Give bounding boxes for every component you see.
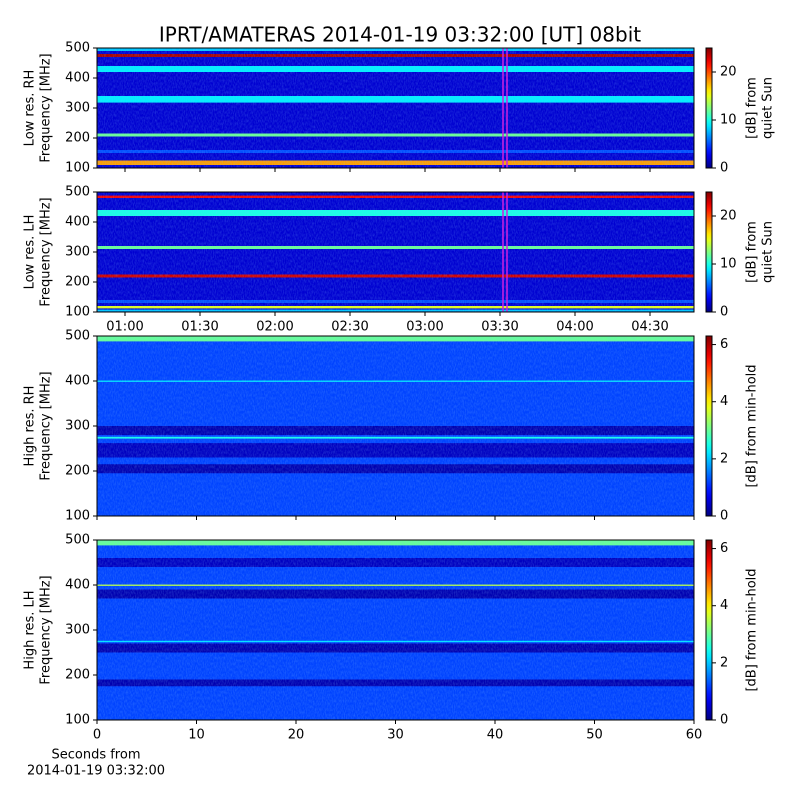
chart-title: IPRT/AMATERAS 2014-01-19 03:32:00 [UT] 0… xyxy=(159,23,641,47)
y-axis-label: Frequency [MHz] xyxy=(39,371,54,480)
noise xyxy=(97,48,694,168)
colorbar xyxy=(705,539,713,721)
colorbar-label: [dB] from xyxy=(745,221,760,283)
colorbar-tick-label: 6 xyxy=(720,337,728,352)
colorbar-label: quiet Sun xyxy=(761,77,776,139)
y-axis-label: Frequency [MHz] xyxy=(39,575,54,684)
y-axis-label: Frequency [MHz] xyxy=(39,197,54,306)
colorbar-label: [dB] from min-hold xyxy=(745,568,760,691)
x-tick-label: 40 xyxy=(487,728,504,743)
colorbar-tick-label: 20 xyxy=(720,209,737,224)
x-axis-label: 2014-01-19 03:32:00 xyxy=(27,764,165,779)
x-tick-label: 10 xyxy=(188,728,205,743)
y-tick-label: 300 xyxy=(65,101,90,116)
x-tick-label: 0 xyxy=(93,728,101,743)
x-tick-label: 02:30 xyxy=(331,320,368,335)
x-tick-label: 04:30 xyxy=(631,320,668,335)
x-tick-label: 02:00 xyxy=(256,320,293,335)
noise xyxy=(97,192,694,312)
colorbar-tick-label: 0 xyxy=(720,305,728,320)
x-axis-label: Seconds from xyxy=(51,748,140,763)
y-tick-label: 500 xyxy=(65,329,90,344)
y-tick-label: 100 xyxy=(65,161,90,176)
noise xyxy=(97,540,694,720)
y-tick-label: 100 xyxy=(65,713,90,728)
colorbar-tick-label: 10 xyxy=(720,113,737,128)
colorbar-tick-label: 0 xyxy=(720,713,728,728)
colorbar xyxy=(705,335,713,517)
y-tick-label: 400 xyxy=(65,374,90,389)
y-tick-label: 500 xyxy=(65,41,90,56)
colorbar-label: [dB] from min-hold xyxy=(745,364,760,487)
colorbar-tick-label: 20 xyxy=(720,65,737,80)
x-tick-label: 01:00 xyxy=(106,320,143,335)
y-tick-label: 100 xyxy=(65,305,90,320)
y-tick-label: 200 xyxy=(65,464,90,479)
y-tick-label: 400 xyxy=(65,215,90,230)
y-tick-label: 400 xyxy=(65,71,90,86)
colorbar-tick-label: 0 xyxy=(720,509,728,524)
colorbar-tick-label: 10 xyxy=(720,257,737,272)
x-tick-label: 50 xyxy=(586,728,603,743)
x-tick-label: 04:00 xyxy=(556,320,593,335)
y-tick-label: 300 xyxy=(65,623,90,638)
colorbar-tick-label: 6 xyxy=(720,541,728,556)
x-tick-label: 03:30 xyxy=(481,320,518,335)
y-tick-label: 400 xyxy=(65,578,90,593)
y-tick-label: 200 xyxy=(65,668,90,683)
noise xyxy=(97,336,694,516)
x-tick-label: 01:30 xyxy=(181,320,218,335)
y-axis-label: Low res. LH xyxy=(23,215,38,290)
y-tick-label: 300 xyxy=(65,419,90,434)
y-axis-label: Low res. RH xyxy=(23,70,38,147)
colorbar xyxy=(705,47,713,169)
colorbar-tick-label: 4 xyxy=(720,598,728,613)
x-tick-label: 03:00 xyxy=(406,320,443,335)
y-tick-label: 100 xyxy=(65,509,90,524)
y-tick-label: 300 xyxy=(65,245,90,260)
y-tick-label: 200 xyxy=(65,131,90,146)
colorbar-tick-label: 2 xyxy=(720,451,728,466)
colorbar-tick-label: 2 xyxy=(720,655,728,670)
y-tick-label: 500 xyxy=(65,185,90,200)
colorbar-label: [dB] from xyxy=(745,77,760,139)
colorbar-label: quiet Sun xyxy=(761,221,776,283)
y-tick-label: 500 xyxy=(65,533,90,548)
colorbar-tick-label: 0 xyxy=(720,161,728,176)
y-axis-label: Frequency [MHz] xyxy=(39,53,54,162)
colorbar xyxy=(705,191,713,313)
y-tick-label: 200 xyxy=(65,275,90,290)
x-tick-label: 20 xyxy=(288,728,305,743)
x-tick-label: 30 xyxy=(387,728,404,743)
x-tick-label: 60 xyxy=(686,728,703,743)
y-axis-label: High res. RH xyxy=(23,386,38,467)
y-axis-label: High res. LH xyxy=(23,590,38,669)
colorbar-tick-label: 4 xyxy=(720,394,728,409)
